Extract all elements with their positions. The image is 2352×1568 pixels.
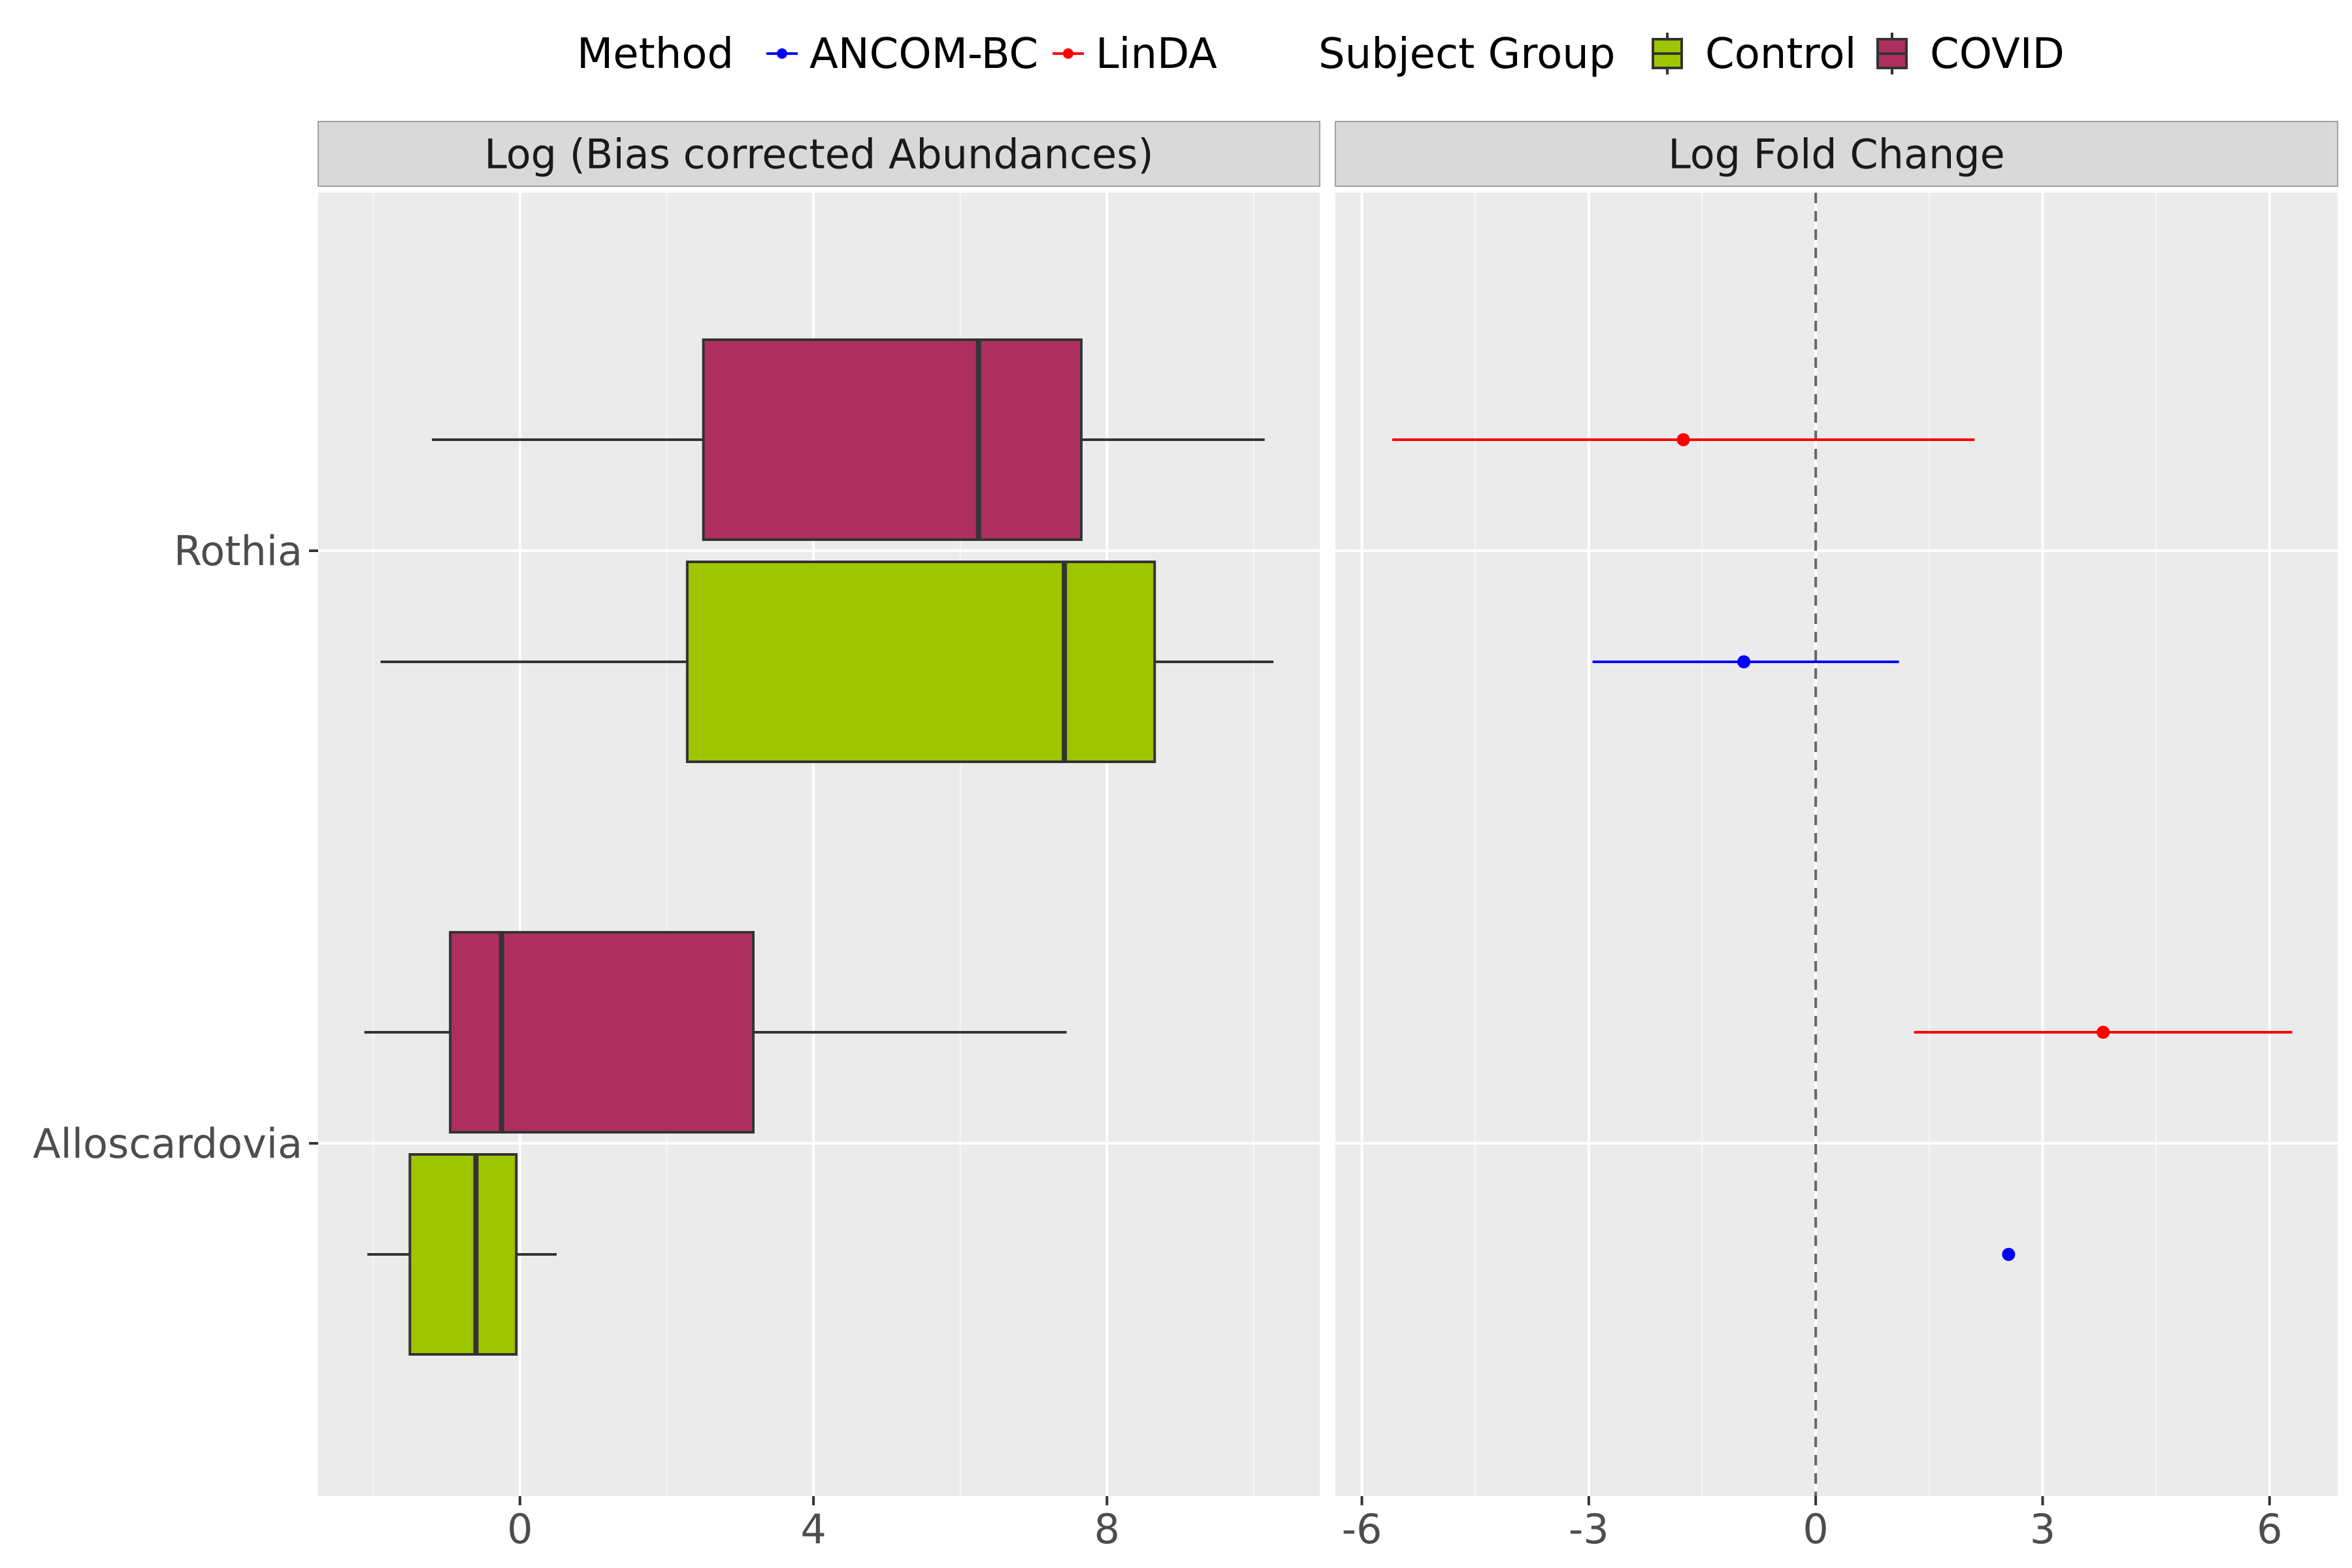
x-tick-label: 3 — [2030, 1505, 2055, 1553]
panel-strips: Log (Bias corrected Abundances) Log Fold … — [318, 121, 2338, 187]
y-axis: Rothia Alloscardovia — [33, 527, 318, 1168]
box-body — [408, 1153, 518, 1356]
legend-group-control: Control — [1652, 30, 1856, 78]
estimate-alloscardovia-linda — [1914, 1026, 2293, 1039]
panel-strip-title: Log Fold Change — [1668, 131, 2005, 178]
estimate-alloscardovia-ancom-bc — [2002, 1248, 2016, 1261]
legend-group-covid: COVID — [1876, 30, 2065, 78]
x-tick-label: -3 — [1569, 1505, 1609, 1553]
box-rothia-control — [380, 561, 1274, 763]
panel-strip-background — [318, 121, 1320, 187]
y-tick-label: Rothia — [174, 527, 302, 575]
legend-method-linda: LinDA — [1053, 30, 1217, 78]
legend-method-ancom-bc: ANCOM-BC — [766, 30, 1038, 78]
legend-method-key-point — [777, 48, 787, 59]
panel-strip-title: Log (Bias corrected Abundances) — [484, 131, 1153, 178]
box-alloscardovia-covid — [364, 931, 1067, 1134]
estimate-rothia-linda — [1392, 433, 1975, 446]
panel-1: 0 4 8 — [318, 193, 1320, 1553]
x-tick-label: 4 — [800, 1505, 826, 1553]
legend-method-label: LinDA — [1096, 30, 1217, 78]
legend-method-key-point — [1063, 48, 1073, 59]
y-tick-label: Alloscardovia — [33, 1120, 302, 1168]
legend-group-title: Subject Group — [1318, 30, 1615, 78]
estimate-point — [1737, 655, 1751, 668]
estimate-point — [1676, 433, 1690, 446]
x-tick-label: 8 — [1094, 1505, 1120, 1553]
box-body — [702, 338, 1083, 541]
x-tick-label: 0 — [1803, 1505, 1828, 1553]
panels: 0 4 8 -6 -3 0 3 6 — [318, 193, 2338, 1553]
x-tick-label: -6 — [1342, 1505, 1382, 1553]
panel-strip-background — [1335, 121, 2338, 187]
legend: Method ANCOM-BC LinDA Subject Group Control C… — [577, 30, 2065, 78]
box-body — [685, 561, 1156, 763]
legend-method-label: ANCOM-BC — [809, 30, 1038, 78]
estimate-point — [2097, 1026, 2110, 1039]
legend-group-label: COVID — [1930, 30, 2065, 78]
box-rothia-covid — [432, 338, 1265, 541]
panel-strip-2: Log Fold Change — [1335, 121, 2338, 187]
x-tick-label: 0 — [507, 1505, 532, 1553]
x-axis-2: -6 -3 0 3 6 — [1342, 1496, 2283, 1553]
y-tick-rothia: Rothia — [174, 527, 318, 575]
legend-group-label: Control — [1705, 30, 1856, 78]
panel-strip-1: Log (Bias corrected Abundances) — [318, 121, 1320, 187]
panel-2: -6 -3 0 3 6 — [1335, 193, 2338, 1553]
x-tick-label: 6 — [2257, 1505, 2282, 1553]
panel-background — [1335, 193, 2338, 1496]
estimate-rothia-ancom-bc — [1592, 655, 1899, 668]
box-body — [449, 931, 755, 1134]
y-tick-alloscardovia: Alloscardovia — [33, 1120, 318, 1168]
legend-method-title: Method — [577, 30, 734, 78]
box-alloscardovia-control — [367, 1153, 557, 1356]
estimate-point — [2002, 1248, 2016, 1261]
x-axis-1: 0 4 8 — [507, 1496, 1120, 1553]
